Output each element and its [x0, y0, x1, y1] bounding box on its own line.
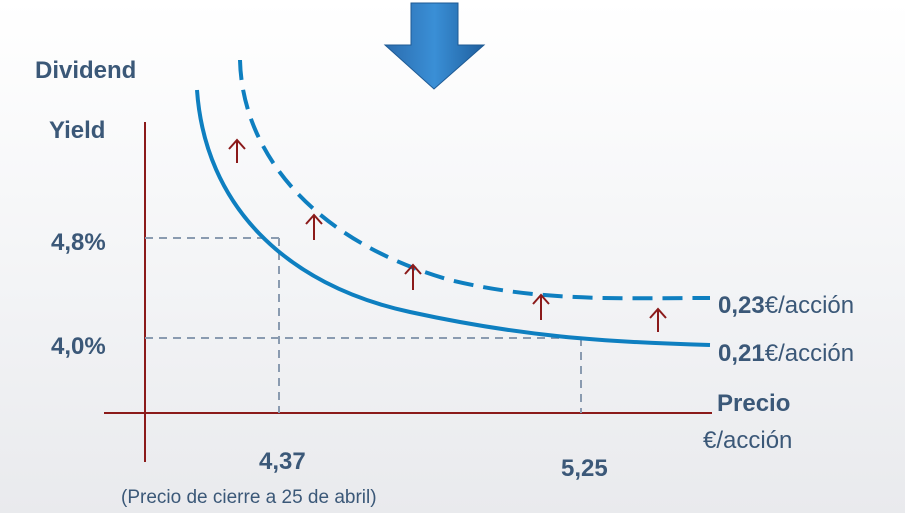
y-tick-label: 4,8% [51, 229, 106, 256]
x-axis-title: Precio [717, 390, 791, 417]
y-tick-label: 4,0% [51, 333, 106, 360]
up-arrow-icon [228, 138, 246, 163]
y-axis-title-line2: Yield [49, 117, 106, 144]
down-arrow-icon [383, 2, 486, 90]
x-axis-note: (Precio de cierre a 25 de abril) [121, 487, 377, 508]
curve-value: 0,23 [718, 292, 765, 319]
x-tick-label: 4,37 [259, 448, 306, 475]
curve-unit: €/acción [764, 340, 855, 367]
curve-value: 0,21 [718, 340, 765, 367]
curve-label-solid: 0,21€/acción [718, 340, 854, 368]
up-arrow-icon [649, 307, 667, 332]
curve-label-dashed: 0,23€/acción [718, 292, 854, 320]
curve-unit: €/acción [764, 292, 855, 319]
x-axis-unit: €/acción [703, 427, 793, 454]
up-arrow-icon [404, 263, 422, 290]
up-arrow-icon [532, 293, 550, 320]
up-arrow-icon [305, 213, 323, 240]
y-axis-title-line1: Dividend [35, 57, 137, 84]
curve-dashed [238, 59, 711, 301]
x-tick-label: 5,25 [561, 455, 608, 482]
curve-solid [195, 89, 711, 347]
